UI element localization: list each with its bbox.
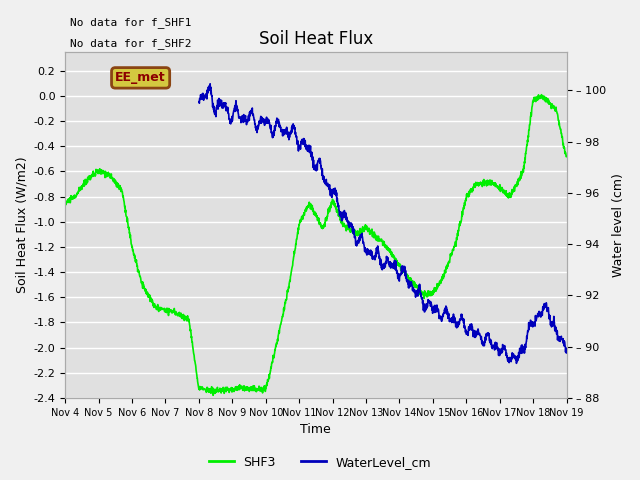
Y-axis label: Water level (cm): Water level (cm): [612, 173, 625, 277]
Legend: SHF3, WaterLevel_cm: SHF3, WaterLevel_cm: [204, 451, 436, 474]
X-axis label: Time: Time: [301, 423, 332, 436]
Text: No data for f_SHF1: No data for f_SHF1: [70, 17, 191, 28]
Text: No data for f_SHF2: No data for f_SHF2: [70, 38, 191, 49]
Text: EE_met: EE_met: [115, 72, 166, 84]
Y-axis label: Soil Heat Flux (W/m2): Soil Heat Flux (W/m2): [15, 156, 28, 293]
Title: Soil Heat Flux: Soil Heat Flux: [259, 30, 373, 48]
